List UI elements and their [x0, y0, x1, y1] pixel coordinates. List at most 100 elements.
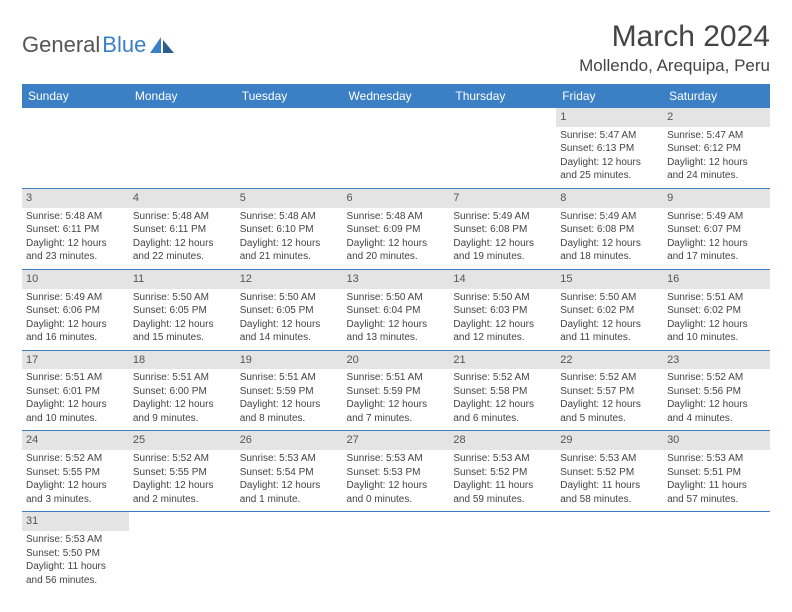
day-number: 23 — [663, 351, 770, 370]
day-number: 27 — [343, 431, 450, 450]
day-cell: 8Sunrise: 5:49 AMSunset: 6:08 PMDaylight… — [556, 188, 663, 269]
daylight-line: Daylight: 12 hours and 20 minutes. — [347, 237, 446, 264]
sunrise-line: Sunrise: 5:50 AM — [240, 291, 339, 305]
daylight-line: Daylight: 12 hours and 5 minutes. — [560, 398, 659, 425]
calendar-table: SundayMondayTuesdayWednesdayThursdayFrid… — [22, 84, 770, 592]
day-number: 28 — [449, 431, 556, 450]
day-cell: 19Sunrise: 5:51 AMSunset: 5:59 PMDayligh… — [236, 350, 343, 431]
sunrise-line: Sunrise: 5:53 AM — [240, 452, 339, 466]
sunset-line: Sunset: 5:59 PM — [240, 385, 339, 399]
day-cell: 1 Sunrise: 5:47 AMSunset: 6:13 PMDaylight… — [556, 108, 663, 188]
daylight-line: Daylight: 12 hours and 18 minutes. — [560, 237, 659, 264]
day-number: 10 — [22, 270, 129, 289]
day-number: 6 — [343, 189, 450, 208]
day-cell: 12Sunrise: 5:50 AMSunset: 6:05 PMDayligh… — [236, 269, 343, 350]
day-number: 20 — [343, 351, 450, 370]
sunset-line: Sunset: 5:59 PM — [347, 385, 446, 399]
day-number: 31 — [22, 512, 129, 531]
sunrise-line: Sunrise: 5:52 AM — [133, 452, 232, 466]
sunrise-line: Sunrise: 5:50 AM — [133, 291, 232, 305]
day-cell: 2Sunrise: 5:47 AMSunset: 6:12 PMDaylight… — [663, 108, 770, 188]
day-number: 15 — [556, 270, 663, 289]
empty-cell — [129, 108, 236, 188]
sunset-line: Sunset: 6:05 PM — [240, 304, 339, 318]
empty-cell — [663, 512, 770, 592]
sunset-line: Sunset: 6:06 PM — [26, 304, 125, 318]
sunset-line: Sunset: 5:56 PM — [667, 385, 766, 399]
day-header-friday: Friday — [556, 84, 663, 108]
sunset-line: Sunset: 5:50 PM — [26, 547, 125, 561]
day-number: 12 — [236, 270, 343, 289]
daylight-line: Daylight: 11 hours and 56 minutes. — [26, 560, 125, 587]
day-header-sunday: Sunday — [22, 84, 129, 108]
sunrise-line: Sunrise: 5:50 AM — [347, 291, 446, 305]
day-cell: 3Sunrise: 5:48 AMSunset: 6:11 PMDaylight… — [22, 188, 129, 269]
day-cell: 4Sunrise: 5:48 AMSunset: 6:11 PMDaylight… — [129, 188, 236, 269]
day-cell: 26Sunrise: 5:53 AMSunset: 5:54 PMDayligh… — [236, 431, 343, 512]
day-cell: 17Sunrise: 5:51 AMSunset: 6:01 PMDayligh… — [22, 350, 129, 431]
day-header-saturday: Saturday — [663, 84, 770, 108]
day-number: 16 — [663, 270, 770, 289]
empty-cell — [343, 512, 450, 592]
sunset-line: Sunset: 5:55 PM — [26, 466, 125, 480]
daylight-line: Daylight: 12 hours and 10 minutes. — [667, 318, 766, 345]
sunrise-line: Sunrise: 5:48 AM — [240, 210, 339, 224]
day-cell: 18Sunrise: 5:51 AMSunset: 6:00 PMDayligh… — [129, 350, 236, 431]
sunrise-line: Sunrise: 5:47 AM — [667, 129, 766, 143]
sunrise-line: Sunrise: 5:48 AM — [347, 210, 446, 224]
sunrise-line: Sunrise: 5:51 AM — [26, 371, 125, 385]
location-text: Mollendo, Arequipa, Peru — [579, 56, 770, 76]
empty-cell — [449, 108, 556, 188]
day-number: 22 — [556, 351, 663, 370]
sunset-line: Sunset: 6:00 PM — [133, 385, 232, 399]
day-cell: 21Sunrise: 5:52 AMSunset: 5:58 PMDayligh… — [449, 350, 556, 431]
empty-cell — [236, 108, 343, 188]
day-cell: 25Sunrise: 5:52 AMSunset: 5:55 PMDayligh… — [129, 431, 236, 512]
daylight-line: Daylight: 12 hours and 3 minutes. — [26, 479, 125, 506]
sunset-line: Sunset: 6:11 PM — [26, 223, 125, 237]
daylight-line: Daylight: 12 hours and 25 minutes. — [560, 156, 659, 183]
sunrise-line: Sunrise: 5:50 AM — [560, 291, 659, 305]
sunrise-line: Sunrise: 5:49 AM — [26, 291, 125, 305]
day-cell: 22Sunrise: 5:52 AMSunset: 5:57 PMDayligh… — [556, 350, 663, 431]
calendar-head: SundayMondayTuesdayWednesdayThursdayFrid… — [22, 84, 770, 108]
day-number: 29 — [556, 431, 663, 450]
day-cell: 16Sunrise: 5:51 AMSunset: 6:02 PMDayligh… — [663, 269, 770, 350]
sunset-line: Sunset: 5:53 PM — [347, 466, 446, 480]
sunrise-line: Sunrise: 5:51 AM — [133, 371, 232, 385]
daylight-line: Daylight: 12 hours and 8 minutes. — [240, 398, 339, 425]
sunset-line: Sunset: 5:57 PM — [560, 385, 659, 399]
day-header-tuesday: Tuesday — [236, 84, 343, 108]
empty-cell — [343, 108, 450, 188]
sunrise-line: Sunrise: 5:47 AM — [560, 129, 659, 143]
day-cell: 9Sunrise: 5:49 AMSunset: 6:07 PMDaylight… — [663, 188, 770, 269]
daylight-line: Daylight: 12 hours and 22 minutes. — [133, 237, 232, 264]
day-number: 8 — [556, 189, 663, 208]
sunset-line: Sunset: 6:07 PM — [667, 223, 766, 237]
sunrise-line: Sunrise: 5:52 AM — [453, 371, 552, 385]
daylight-line: Daylight: 12 hours and 2 minutes. — [133, 479, 232, 506]
sunset-line: Sunset: 5:51 PM — [667, 466, 766, 480]
sunrise-line: Sunrise: 5:50 AM — [453, 291, 552, 305]
day-header-wednesday: Wednesday — [343, 84, 450, 108]
table-row: 10Sunrise: 5:49 AMSunset: 6:06 PMDayligh… — [22, 269, 770, 350]
daylight-line: Daylight: 12 hours and 12 minutes. — [453, 318, 552, 345]
daylight-line: Daylight: 12 hours and 0 minutes. — [347, 479, 446, 506]
sunset-line: Sunset: 6:11 PM — [133, 223, 232, 237]
sunset-line: Sunset: 6:05 PM — [133, 304, 232, 318]
day-cell: 13Sunrise: 5:50 AMSunset: 6:04 PMDayligh… — [343, 269, 450, 350]
day-cell: 15Sunrise: 5:50 AMSunset: 6:02 PMDayligh… — [556, 269, 663, 350]
day-number: 13 — [343, 270, 450, 289]
day-number: 4 — [129, 189, 236, 208]
day-number: 1 — [556, 108, 663, 127]
logo-text-blue: Blue — [102, 32, 146, 58]
daylight-line: Daylight: 12 hours and 15 minutes. — [133, 318, 232, 345]
day-cell: 11Sunrise: 5:50 AMSunset: 6:05 PMDayligh… — [129, 269, 236, 350]
sunset-line: Sunset: 6:01 PM — [26, 385, 125, 399]
header: GeneralBlue March 2024 Mollendo, Arequip… — [22, 20, 770, 76]
sunset-line: Sunset: 6:02 PM — [667, 304, 766, 318]
sunset-line: Sunset: 6:02 PM — [560, 304, 659, 318]
daylight-line: Daylight: 12 hours and 16 minutes. — [26, 318, 125, 345]
day-number: 26 — [236, 431, 343, 450]
sunset-line: Sunset: 6:13 PM — [560, 142, 659, 156]
